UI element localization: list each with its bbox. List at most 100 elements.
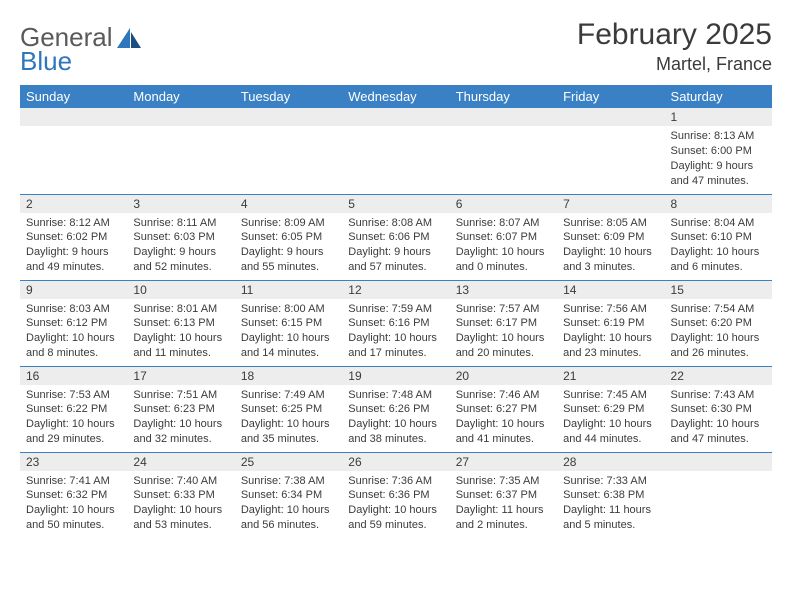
- day-header: Tuesday: [235, 85, 342, 108]
- day-detail: Sunrise: 7:41 AMSunset: 6:32 PMDaylight:…: [20, 471, 127, 537]
- day-number: 20: [450, 367, 557, 385]
- day-number: 4: [235, 195, 342, 213]
- day-detail-line: Daylight: 10 hours: [563, 331, 658, 346]
- day-number: 23: [20, 453, 127, 471]
- day-detail: Sunrise: 7:46 AMSunset: 6:27 PMDaylight:…: [450, 385, 557, 451]
- day-detail-line: and 53 minutes.: [133, 518, 228, 533]
- day-detail: [127, 126, 234, 133]
- day-detail-line: Sunrise: 8:00 AM: [241, 302, 336, 317]
- day-detail: Sunrise: 8:12 AMSunset: 6:02 PMDaylight:…: [20, 213, 127, 279]
- day-detail-line: Daylight: 10 hours: [671, 245, 766, 260]
- day-detail-line: Sunset: 6:02 PM: [26, 230, 121, 245]
- day-detail-line: Sunset: 6:17 PM: [456, 316, 551, 331]
- day-detail-line: Sunset: 6:15 PM: [241, 316, 336, 331]
- day-detail: Sunrise: 7:51 AMSunset: 6:23 PMDaylight:…: [127, 385, 234, 451]
- calendar-cell: [342, 108, 449, 194]
- day-number: 24: [127, 453, 234, 471]
- day-number: 27: [450, 453, 557, 471]
- day-detail-line: Daylight: 10 hours: [26, 503, 121, 518]
- day-detail-line: Sunset: 6:20 PM: [671, 316, 766, 331]
- calendar-cell: 3Sunrise: 8:11 AMSunset: 6:03 PMDaylight…: [127, 194, 234, 280]
- day-detail-line: Sunset: 6:30 PM: [671, 402, 766, 417]
- calendar-cell: 24Sunrise: 7:40 AMSunset: 6:33 PMDayligh…: [127, 452, 234, 538]
- day-detail-line: Daylight: 10 hours: [563, 417, 658, 432]
- day-detail-line: Sunset: 6:09 PM: [563, 230, 658, 245]
- calendar-cell: 10Sunrise: 8:01 AMSunset: 6:13 PMDayligh…: [127, 280, 234, 366]
- day-detail-line: Daylight: 10 hours: [133, 331, 228, 346]
- calendar-cell: 19Sunrise: 7:48 AMSunset: 6:26 PMDayligh…: [342, 366, 449, 452]
- day-number: 7: [557, 195, 664, 213]
- day-number: 6: [450, 195, 557, 213]
- day-number: 5: [342, 195, 449, 213]
- calendar-week: 23Sunrise: 7:41 AMSunset: 6:32 PMDayligh…: [20, 452, 772, 538]
- day-detail-line: Sunset: 6:25 PM: [241, 402, 336, 417]
- day-detail-line: Sunrise: 8:07 AM: [456, 216, 551, 231]
- day-detail-line: and 11 minutes.: [133, 346, 228, 361]
- day-detail: Sunrise: 7:56 AMSunset: 6:19 PMDaylight:…: [557, 299, 664, 365]
- day-header: Friday: [557, 85, 664, 108]
- day-detail-line: and 56 minutes.: [241, 518, 336, 533]
- day-detail-line: Sunset: 6:10 PM: [671, 230, 766, 245]
- sail-icon: [117, 28, 143, 50]
- day-detail-line: Sunrise: 7:57 AM: [456, 302, 551, 317]
- day-number: 13: [450, 281, 557, 299]
- calendar-cell: [235, 108, 342, 194]
- day-detail-line: Sunrise: 8:09 AM: [241, 216, 336, 231]
- day-detail: Sunrise: 7:48 AMSunset: 6:26 PMDaylight:…: [342, 385, 449, 451]
- day-detail-line: and 44 minutes.: [563, 432, 658, 447]
- calendar-cell: 20Sunrise: 7:46 AMSunset: 6:27 PMDayligh…: [450, 366, 557, 452]
- day-detail-line: Sunset: 6:23 PM: [133, 402, 228, 417]
- day-detail-line: Sunrise: 8:11 AM: [133, 216, 228, 231]
- day-detail: [235, 126, 342, 133]
- calendar-week: 2Sunrise: 8:12 AMSunset: 6:02 PMDaylight…: [20, 194, 772, 280]
- day-detail-line: Sunrise: 7:45 AM: [563, 388, 658, 403]
- calendar-cell: 17Sunrise: 7:51 AMSunset: 6:23 PMDayligh…: [127, 366, 234, 452]
- day-detail: Sunrise: 7:38 AMSunset: 6:34 PMDaylight:…: [235, 471, 342, 537]
- day-detail-line: Daylight: 10 hours: [456, 245, 551, 260]
- day-detail-line: Sunrise: 8:04 AM: [671, 216, 766, 231]
- day-header: Sunday: [20, 85, 127, 108]
- day-number: 16: [20, 367, 127, 385]
- day-detail-line: Daylight: 11 hours: [563, 503, 658, 518]
- calendar-cell: 21Sunrise: 7:45 AMSunset: 6:29 PMDayligh…: [557, 366, 664, 452]
- day-number: 12: [342, 281, 449, 299]
- day-detail-line: Sunset: 6:27 PM: [456, 402, 551, 417]
- header: General Blue February 2025 Martel, Franc…: [20, 18, 772, 75]
- day-detail: Sunrise: 7:53 AMSunset: 6:22 PMDaylight:…: [20, 385, 127, 451]
- day-detail-line: Daylight: 10 hours: [26, 417, 121, 432]
- day-detail: Sunrise: 8:03 AMSunset: 6:12 PMDaylight:…: [20, 299, 127, 365]
- day-detail-line: Sunset: 6:03 PM: [133, 230, 228, 245]
- day-detail-line: and 55 minutes.: [241, 260, 336, 275]
- day-detail-line: Daylight: 11 hours: [456, 503, 551, 518]
- day-detail-line: Daylight: 10 hours: [563, 245, 658, 260]
- day-number: [342, 108, 449, 126]
- day-detail-line: Sunset: 6:07 PM: [456, 230, 551, 245]
- calendar-cell: 26Sunrise: 7:36 AMSunset: 6:36 PMDayligh…: [342, 452, 449, 538]
- day-detail-line: Sunrise: 8:03 AM: [26, 302, 121, 317]
- day-detail-line: Sunset: 6:29 PM: [563, 402, 658, 417]
- location: Martel, France: [577, 54, 772, 75]
- calendar-cell: 6 Sunrise: 8:07 AMSunset: 6:07 PMDaylight…: [450, 194, 557, 280]
- day-detail-line: Daylight: 10 hours: [348, 417, 443, 432]
- day-number: 26: [342, 453, 449, 471]
- day-detail-line: Sunrise: 7:35 AM: [456, 474, 551, 489]
- day-number: 11: [235, 281, 342, 299]
- day-detail-line: and 14 minutes.: [241, 346, 336, 361]
- calendar-cell: 27Sunrise: 7:35 AMSunset: 6:37 PMDayligh…: [450, 452, 557, 538]
- day-detail: [20, 126, 127, 133]
- day-number: 19: [342, 367, 449, 385]
- day-number: 2: [20, 195, 127, 213]
- day-detail: Sunrise: 7:54 AMSunset: 6:20 PMDaylight:…: [665, 299, 772, 365]
- day-detail: Sunrise: 8:05 AMSunset: 6:09 PMDaylight:…: [557, 213, 664, 279]
- day-detail: Sunrise: 7:45 AMSunset: 6:29 PMDaylight:…: [557, 385, 664, 451]
- day-detail-line: Sunrise: 8:13 AM: [671, 129, 766, 144]
- calendar-cell: 25Sunrise: 7:38 AMSunset: 6:34 PMDayligh…: [235, 452, 342, 538]
- day-detail-line: Sunset: 6:19 PM: [563, 316, 658, 331]
- calendar-cell: 14Sunrise: 7:56 AMSunset: 6:19 PMDayligh…: [557, 280, 664, 366]
- calendar-cell: 28Sunrise: 7:33 AMSunset: 6:38 PMDayligh…: [557, 452, 664, 538]
- day-detail-line: Sunrise: 7:41 AM: [26, 474, 121, 489]
- day-detail-line: and 20 minutes.: [456, 346, 551, 361]
- day-detail: Sunrise: 8:13 AMSunset: 6:00 PMDaylight:…: [665, 126, 772, 192]
- calendar-cell: 7Sunrise: 8:05 AMSunset: 6:09 PMDaylight…: [557, 194, 664, 280]
- day-detail-line: and 32 minutes.: [133, 432, 228, 447]
